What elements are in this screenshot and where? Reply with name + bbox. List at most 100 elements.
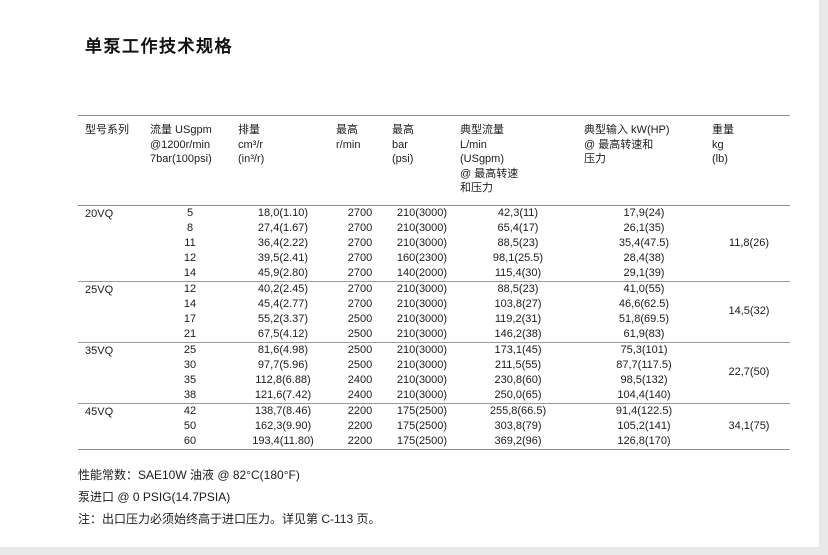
pump-spec-table: 型号系列 流量 USgpm @1200r/min 7bar(100psi) 排量 c… [78, 115, 790, 450]
column-header-7: 重量 kg (lb) [708, 115, 790, 206]
data-cell: 75,3(101) [580, 341, 708, 358]
data-cell: 210(3000) [396, 236, 448, 249]
data-cell: 98,5(132) [620, 373, 668, 386]
data-cell: 369,2(96) [494, 434, 542, 447]
table-row: 50 162,3(9.90) 2200 175(2500) 303,8(79) 105,2… [78, 419, 790, 434]
data-cell: 17 [183, 312, 197, 325]
data-cell: 60 [183, 434, 197, 447]
data-cell: 11 [184, 236, 196, 249]
data-cell: 2200 [332, 402, 388, 419]
data-cell: 146,2(38) [494, 327, 542, 340]
note-outlet-pressure: 注：出口压力必须始终高于进口压力。详见第 C-113 页。 [78, 511, 381, 526]
table-row: 38 121,6(7.42) 2400 210(3000) 250,0(65) 104,4… [78, 388, 790, 404]
data-cell: 28,4(38) [623, 251, 665, 264]
table-row: 11 36,4(2.22) 2700 210(3000) 88,5(23) 35,4(47… [78, 236, 790, 251]
data-cell: 210(3000) [388, 341, 456, 358]
data-cell: 41,0(55) [580, 280, 708, 297]
table-row: 20VQ 5 18,0(1.10) 2700 210(3000) 42,3(11) 17,9… [78, 204, 790, 281]
data-cell: 2500 [347, 312, 373, 325]
data-cell: 81,6(4.98) [234, 341, 332, 358]
data-cell: 88,5(23) [456, 280, 580, 297]
data-cell: 210(3000) [396, 388, 448, 401]
weight-cell: 14,5(32) [708, 280, 790, 342]
data-cell: 119,2(31) [494, 312, 542, 325]
data-cell: 193,4(11.80) [252, 434, 314, 447]
table-row: 60 193,4(11.80) 2200 175(2500) 369,2(96) 126,… [78, 434, 790, 450]
data-cell: 42,3(11) [456, 204, 580, 221]
note-pump-inlet: 泵进口 @ 0 PSIG(14.7PSIA) [78, 489, 231, 504]
data-cell: 2200 [347, 419, 373, 432]
data-cell: 17,9(24) [580, 204, 708, 221]
data-cell: 115,4(30) [494, 266, 542, 279]
data-cell: 211,5(55) [494, 358, 542, 371]
weight-cell: 34,1(75) [708, 402, 790, 449]
note-performance-constants: 性能常数：SAE10W 油液 @ 82°C(180°F) [78, 467, 300, 482]
column-header-3: 最高 r/min [332, 115, 388, 206]
data-cell: 46,6(62.5) [618, 297, 670, 310]
data-cell: 121,6(7.42) [254, 388, 312, 401]
data-cell: 29,1(39) [623, 266, 665, 279]
data-cell: 2700 [347, 251, 373, 264]
table-row: 12 39,5(2.41) 2700 160(2300) 98,1(25.5) 28,4(… [78, 251, 790, 266]
data-cell: 2700 [347, 236, 373, 249]
data-cell: 35,4(47.5) [618, 236, 670, 249]
table-row: 21 67,5(4.12) 2500 210(3000) 146,2(38) 61,9(8… [78, 327, 790, 343]
data-cell: 98,1(25.5) [492, 251, 544, 264]
data-cell: 2700 [332, 280, 388, 297]
data-cell: 2500 [347, 358, 373, 371]
table-header-row: 型号系列 流量 USgpm @1200r/min 7bar(100psi) 排量 c… [78, 115, 790, 206]
data-cell: 2400 [347, 373, 373, 386]
data-cell: 26,1(35) [623, 221, 665, 234]
data-cell: 2200 [347, 434, 373, 447]
data-cell: 210(3000) [388, 204, 456, 221]
table-header: 型号系列 流量 USgpm @1200r/min 7bar(100psi) 排量 c… [78, 115, 790, 206]
column-header-6: 典型输入 kW(HP) @ 最高转速和 压力 [580, 115, 708, 206]
table-row: 17 55,2(3.37) 2500 210(3000) 119,2(31) 51,8(6… [78, 312, 790, 327]
data-cell: 12 [146, 280, 234, 297]
data-cell: 210(3000) [396, 327, 448, 340]
table-row: 25VQ 12 40,2(2.45) 2700 210(3000) 88,5(23) 41,… [78, 280, 790, 342]
data-cell: 175(2500) [396, 419, 448, 432]
data-cell: 210(3000) [396, 221, 448, 234]
table-body: 20VQ 5 18,0(1.10) 2700 210(3000) 42,3(11) 17,9… [78, 204, 790, 450]
data-cell: 30 [183, 358, 197, 371]
data-cell: 27,4(1.67) [257, 221, 309, 234]
data-cell: 140(2000) [396, 266, 448, 279]
data-cell: 2700 [347, 297, 373, 310]
table-row: 14 45,4(2.77) 2700 210(3000) 103,8(27) 46,6(6… [78, 297, 790, 312]
data-cell: 112,8(6.88) [255, 373, 311, 386]
model-series-cell: 20VQ [78, 204, 146, 281]
data-cell: 50 [183, 419, 197, 432]
data-cell: 39,5(2.41) [257, 251, 309, 264]
data-cell: 230,8(60) [494, 373, 542, 386]
column-header-4: 最高 bar (psi) [388, 115, 456, 206]
data-cell: 210(3000) [396, 312, 448, 325]
data-cell: 14 [183, 266, 197, 279]
model-series-cell: 25VQ [78, 280, 146, 342]
data-cell: 210(3000) [396, 373, 448, 386]
data-cell: 18,0(1.10) [234, 204, 332, 221]
data-cell: 162,3(9.90) [254, 419, 312, 432]
data-cell: 104,4(140) [617, 388, 671, 401]
data-cell: 210(3000) [396, 358, 448, 371]
data-cell: 25 [146, 341, 234, 358]
data-cell: 36,4(2.22) [257, 236, 309, 249]
data-cell: 21 [183, 327, 197, 340]
table-row: 8 27,4(1.67) 2700 210(3000) 65,4(17) 26,1(35) [78, 221, 790, 236]
data-cell: 303,8(79) [494, 419, 542, 432]
data-cell: 2700 [347, 221, 373, 234]
data-cell: 12 [183, 251, 197, 264]
data-cell: 40,2(2.45) [234, 280, 332, 297]
table-row: 35VQ 25 81,6(4.98) 2500 210(3000) 173,1(45) 75… [78, 341, 790, 403]
data-cell: 55,2(3.37) [257, 312, 309, 325]
page-title: 单泵工作技术规格 [85, 37, 233, 56]
data-cell: 35 [183, 373, 197, 386]
data-cell: 42 [146, 402, 234, 419]
data-cell: 8 [186, 221, 194, 234]
data-cell: 2500 [332, 341, 388, 358]
data-cell: 87,7(117.5) [616, 358, 672, 371]
column-header-0: 型号系列 [78, 115, 146, 206]
weight-cell: 11,8(26) [708, 204, 790, 281]
table-row: 14 45,9(2.80) 2700 140(2000) 115,4(30) 29,1(3… [78, 266, 790, 282]
data-cell: 105,2(141) [617, 419, 671, 432]
